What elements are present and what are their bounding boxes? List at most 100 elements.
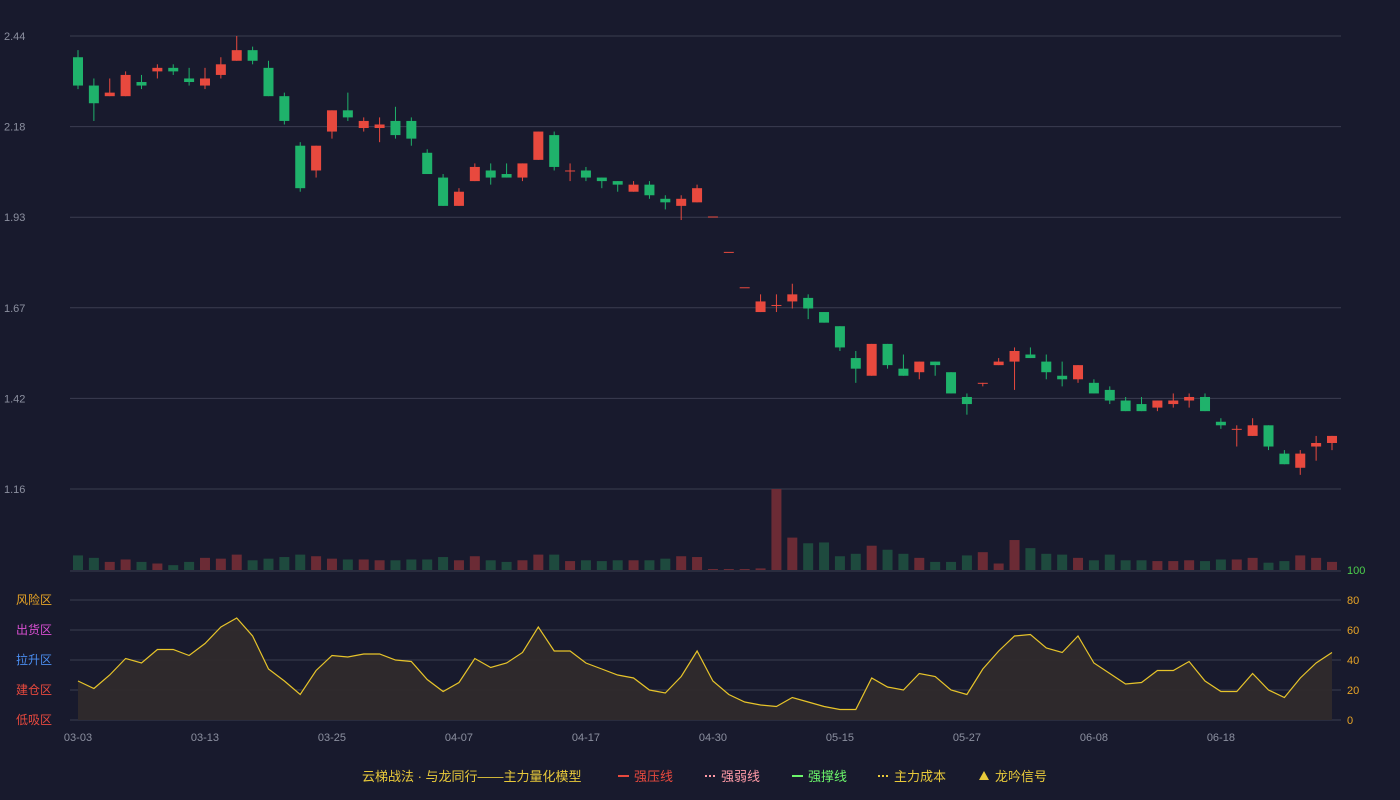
volume-bar [469,556,480,570]
candle [787,294,798,302]
volume-bar [168,565,179,570]
candle [295,145,306,189]
volume-bar [850,553,861,570]
candle [771,304,782,306]
volume-bar [834,556,845,570]
volume-bar [1073,557,1084,570]
volume-bar [390,560,401,570]
candle [326,110,337,132]
price-axis: 2.44 2.18 1.93 1.67 1.42 1.16 [4,31,25,496]
date-tick-label: 05-27 [953,732,981,744]
candle [1247,425,1258,436]
volume-bar [1311,557,1322,570]
volume-bar [914,557,925,570]
volume-bar [660,558,671,570]
candle [549,135,560,167]
candle [723,251,734,253]
candle [120,74,131,97]
volume-bar [247,560,258,570]
volume-bar [644,560,655,570]
date-axis: 03-03 03-13 03-25 04-07 04-17 04-30 05-15 05-27… [64,732,1235,744]
volume-bar [1104,554,1115,570]
candle [263,67,274,97]
volume-bar [1057,554,1068,570]
price-tick-label: 1.42 [4,393,25,405]
volume-bar [199,557,210,570]
candle [993,361,1004,366]
volume-bar [1136,560,1147,570]
legend-item: 强撑线 [808,769,847,784]
candle [1104,389,1115,401]
candle [866,343,877,376]
date-tick-label: 06-08 [1080,732,1108,744]
volume-bar [1088,560,1099,570]
candle [628,184,639,192]
volume-bar [279,557,290,570]
volume-bar [580,560,591,570]
candle [533,131,544,160]
candle [914,361,925,373]
candle [1057,375,1068,380]
candle [1295,453,1306,468]
zone-label: 风险区 [16,592,52,607]
candle [279,96,290,121]
candle [676,198,687,206]
candle [311,145,322,171]
candle [692,188,703,203]
volume-bar [549,554,560,570]
volume-bar [1025,548,1036,570]
volume-bar [311,556,322,570]
oscillator-tick-label: 0 [1347,715,1353,727]
volume-bar [152,563,163,570]
volume-axis-label: 100 [1347,565,1365,577]
volume-bar [501,561,512,570]
volume-bar [612,560,623,570]
candle [1152,400,1163,408]
candle [374,124,385,129]
candle [517,163,528,178]
candle [644,184,655,196]
volume-bar [406,559,417,570]
oscillator-tick-label: 40 [1347,655,1359,667]
volume-bar [453,560,464,570]
candle [1231,428,1242,430]
volume-bar [1327,561,1337,570]
candle [1120,400,1131,412]
candle [469,166,480,182]
price-tick-label: 2.44 [4,31,25,43]
candle [882,343,893,366]
candle [946,372,957,394]
oscillator-axis: 80 60 40 20 0 [1347,595,1359,727]
oscillator-line [77,617,1333,711]
candle [1184,396,1195,401]
volume-bar [787,537,798,570]
legend-item: 强弱线 [721,769,760,784]
date-tick-label: 06-18 [1207,732,1235,744]
date-tick-label: 04-07 [445,732,473,744]
candle [565,170,576,172]
volume-bar [1041,553,1052,570]
candle [660,198,671,203]
volume-bar [819,542,830,570]
legend-item: 强压线 [634,769,673,784]
oscillator-tick-label: 80 [1347,595,1359,607]
volume-bar [215,558,226,570]
volume-bar [707,569,718,570]
volume-bar [136,561,147,570]
candle [1136,404,1147,412]
volume-bar [866,545,877,570]
candle [485,170,496,178]
volume-bar [961,555,972,570]
candle [1327,435,1337,443]
volume-bar [73,555,83,570]
volume-bar [930,561,941,570]
volume-bar [1120,560,1131,570]
candle [1168,400,1179,405]
volume-bar [1263,562,1274,570]
volume-bar [374,560,385,570]
candle [152,67,163,72]
volume-bar [1200,561,1211,570]
triangle-icon [979,771,989,780]
